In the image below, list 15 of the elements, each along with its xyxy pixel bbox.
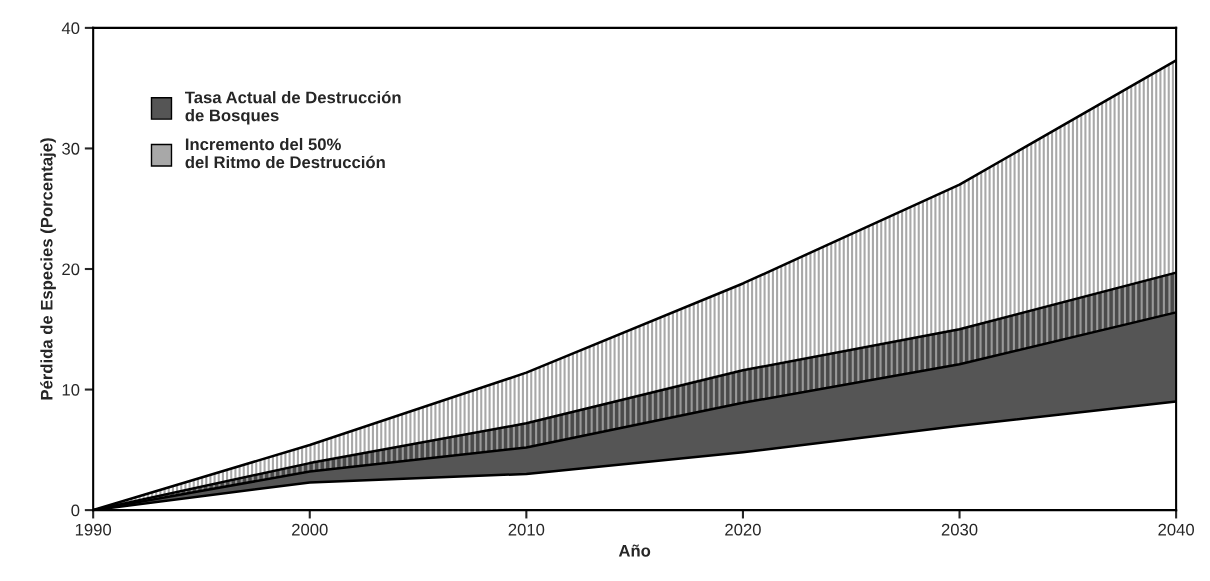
x-axis-title: Año [618,544,651,557]
y-axis-title: Pérdida de Especies (Porcentaje) [40,138,56,400]
y-tick-label: 40 [61,22,80,35]
x-tick-label: 2040 [1158,523,1195,536]
y-tick-label: 30 [62,142,80,155]
y-tick-label: 10 [62,383,80,396]
x-tick-label: 2020 [725,523,761,536]
x-tick-label: 2000 [292,523,328,536]
x-tick-label: 2030 [941,523,978,536]
legend-label: Incremento del 50% del Ritmo de Destrucción [185,137,385,169]
y-tick-label: 0 [71,504,80,517]
legend-label: Tasa Actual de Destrucción de Bosques [185,90,401,125]
x-tick-label: 1990 [75,523,112,536]
y-tick-label: 20 [62,263,80,276]
x-tick-label: 2010 [508,523,545,536]
